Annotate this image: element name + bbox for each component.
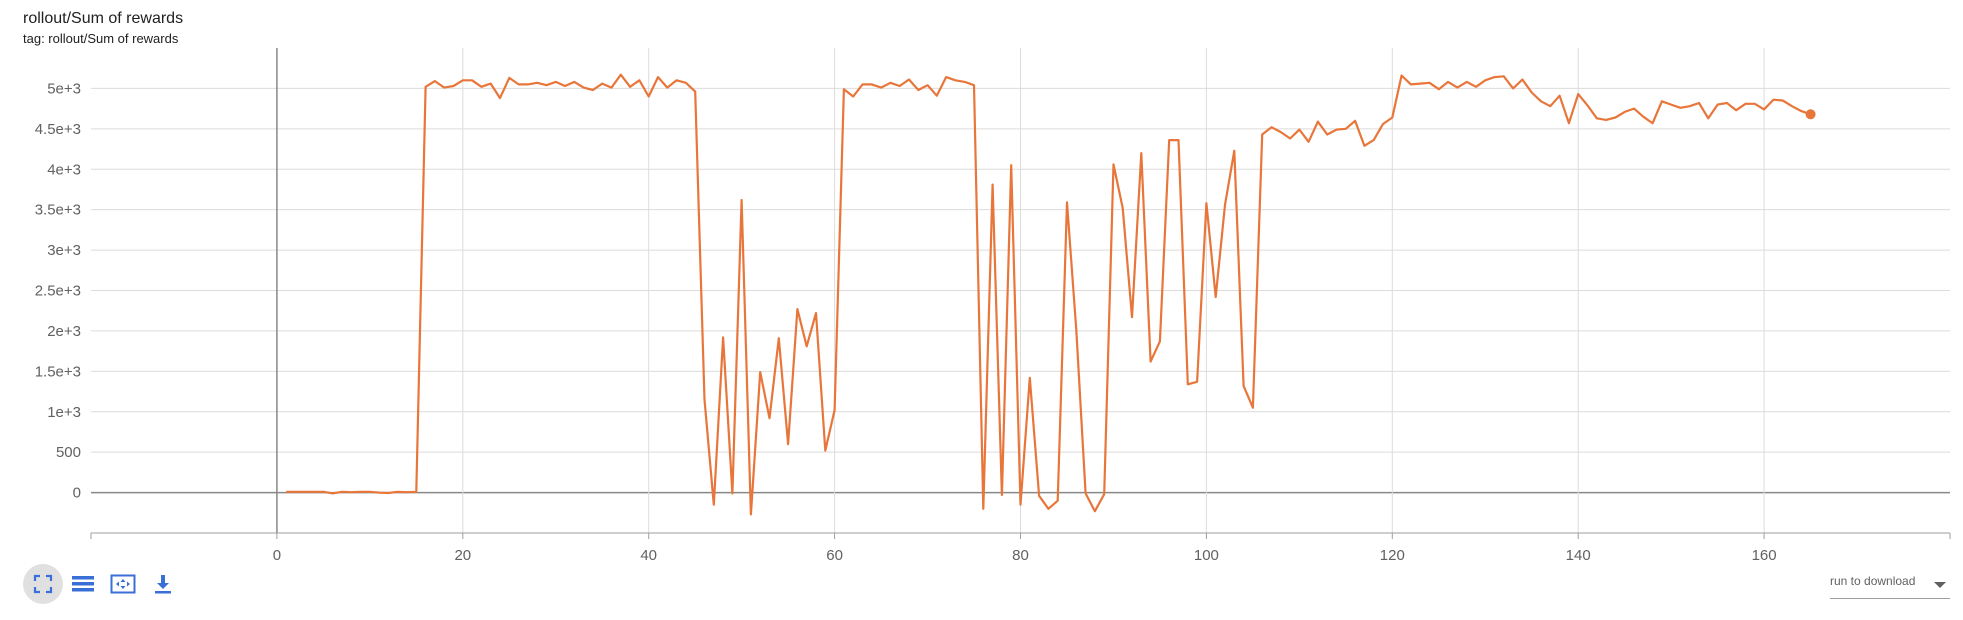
expand-button[interactable] bbox=[103, 564, 143, 604]
x-tick-label: 60 bbox=[826, 547, 843, 564]
axes bbox=[90, 532, 1951, 539]
download-icon bbox=[155, 575, 171, 594]
y-tick-label: 1.5e+3 bbox=[35, 363, 81, 380]
y-tick-label: 2.5e+3 bbox=[35, 283, 81, 300]
x-tick-label: 100 bbox=[1194, 547, 1219, 564]
y-tick-label: 4.5e+3 bbox=[35, 121, 81, 138]
tick-labels: 0 500 1e+3 1.5e+3 2e+3 2.5e+3 3e+3 3.5e+3 4e+3 4.… bbox=[35, 80, 1777, 564]
run-download-label: run to download bbox=[1830, 574, 1916, 588]
log-scale-icon bbox=[72, 576, 94, 592]
chart-subtitle: tag: rollout/Sum of rewards bbox=[23, 31, 179, 46]
chevron-down-icon bbox=[1934, 582, 1946, 588]
last-point-marker bbox=[1805, 109, 1816, 120]
y-tick-label: 4e+3 bbox=[47, 161, 81, 178]
grid bbox=[91, 48, 1950, 533]
download-button[interactable] bbox=[143, 564, 183, 604]
y-tick-label: 0 bbox=[73, 485, 81, 502]
x-tick-label: 20 bbox=[454, 547, 471, 564]
x-tick-label: 40 bbox=[640, 547, 657, 564]
x-tick-label: 160 bbox=[1752, 547, 1777, 564]
chart-title: rollout/Sum of rewards bbox=[23, 10, 184, 27]
y-tick-label: 2e+3 bbox=[47, 323, 81, 340]
fit-domain-button[interactable] bbox=[23, 564, 63, 604]
run-download-select[interactable]: run to download bbox=[1830, 572, 1950, 599]
series-layer bbox=[286, 73, 1816, 516]
log-scale-button[interactable] bbox=[63, 564, 103, 604]
y-tick-label: 1e+3 bbox=[47, 404, 81, 421]
expand-icon bbox=[110, 574, 136, 594]
y-tick-label: 3e+3 bbox=[47, 242, 81, 259]
x-tick-label: 140 bbox=[1566, 547, 1591, 564]
x-tick-label: 80 bbox=[1012, 547, 1029, 564]
fit-domain-icon bbox=[33, 574, 53, 594]
x-tick-label: 0 bbox=[273, 547, 281, 564]
series-line bbox=[286, 73, 1811, 516]
y-tick-label: 500 bbox=[56, 444, 81, 461]
y-tick-label: 3.5e+3 bbox=[35, 202, 81, 219]
y-tick-label: 5e+3 bbox=[47, 80, 81, 97]
x-tick-label: 120 bbox=[1380, 547, 1405, 564]
